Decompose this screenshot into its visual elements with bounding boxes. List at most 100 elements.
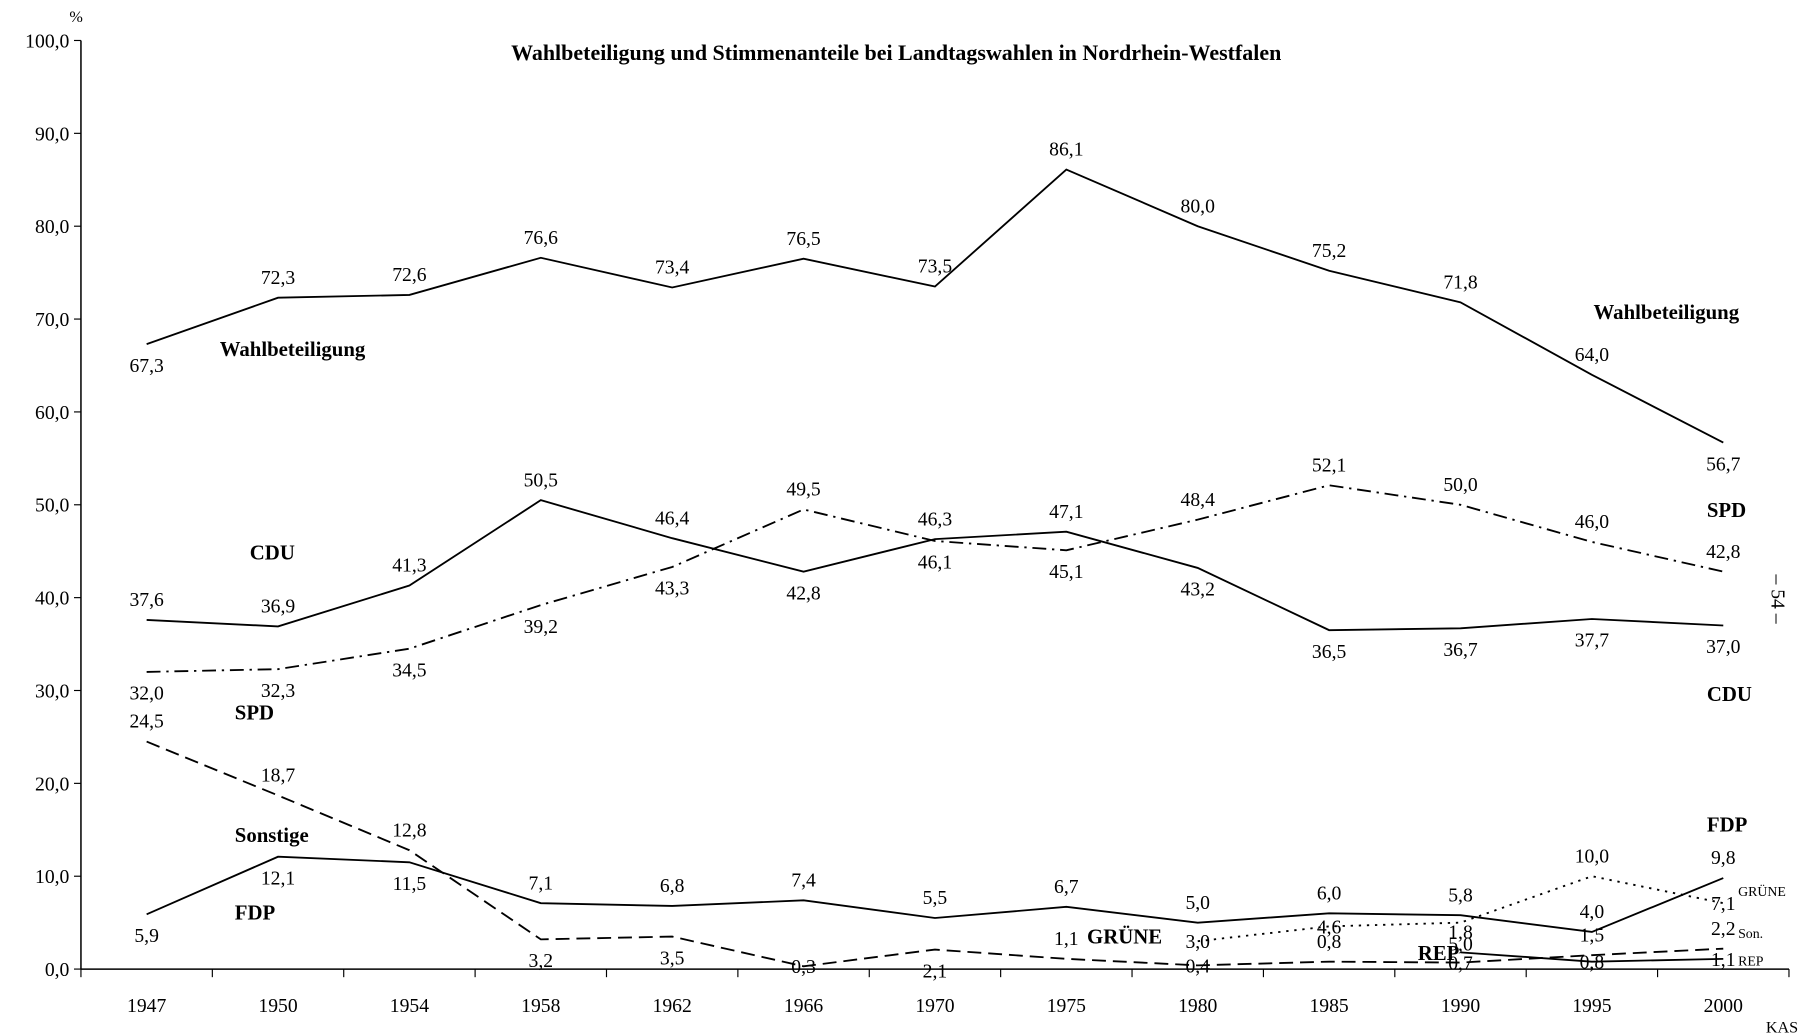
series-annotation: Son. bbox=[1738, 927, 1763, 942]
data-label: 41,3 bbox=[392, 555, 427, 577]
data-label: 43,2 bbox=[1181, 579, 1215, 601]
data-label: 71,8 bbox=[1443, 271, 1478, 293]
data-label: 2,1 bbox=[923, 960, 948, 982]
y-axis-label: % bbox=[69, 9, 82, 26]
y-tick-label: 90,0 bbox=[35, 123, 70, 145]
data-label: 5,5 bbox=[923, 887, 948, 909]
data-label: 67,3 bbox=[129, 355, 164, 377]
series-line bbox=[146, 499, 1724, 632]
x-tick-label: 1990 bbox=[1441, 995, 1480, 1017]
data-label: 0,4 bbox=[1185, 955, 1210, 977]
series-annotation: Sonstige bbox=[235, 823, 309, 847]
data-label: 3,5 bbox=[660, 947, 685, 969]
data-label: 10,0 bbox=[1575, 845, 1610, 867]
data-label: 49,5 bbox=[786, 479, 821, 501]
x-tick-label: 1954 bbox=[390, 995, 429, 1017]
series-annotation: SPD bbox=[1707, 498, 1746, 522]
data-label: 76,6 bbox=[524, 227, 559, 249]
data-label: 3,2 bbox=[529, 950, 554, 972]
y-tick-label: 80,0 bbox=[35, 216, 70, 238]
data-label: 0,7 bbox=[1448, 953, 1473, 975]
series-line bbox=[146, 168, 1724, 444]
data-label: 73,4 bbox=[655, 257, 690, 279]
page-number: – 54 – bbox=[1767, 573, 1789, 623]
series-annotation: CDU bbox=[1707, 682, 1752, 706]
data-label: 0,3 bbox=[791, 956, 816, 978]
data-label: 46,4 bbox=[655, 507, 690, 529]
x-tick-label: 1958 bbox=[521, 995, 560, 1017]
data-label: 18,7 bbox=[261, 765, 296, 787]
data-label: 24,5 bbox=[129, 711, 164, 733]
y-tick-label: 20,0 bbox=[35, 773, 70, 795]
data-label: 1,1 bbox=[1711, 949, 1736, 971]
y-tick-label: 10,0 bbox=[35, 866, 70, 888]
data-label: 46,3 bbox=[918, 508, 953, 530]
data-label: 73,5 bbox=[918, 256, 953, 278]
data-label: 1,8 bbox=[1448, 921, 1473, 943]
data-label: 4,0 bbox=[1580, 901, 1605, 923]
data-label: 37,0 bbox=[1706, 636, 1741, 658]
data-label: 86,1 bbox=[1049, 139, 1083, 161]
data-label: 48,4 bbox=[1181, 489, 1216, 511]
y-tick-label: 70,0 bbox=[35, 309, 70, 331]
series-line bbox=[1460, 951, 1724, 963]
data-label: 46,0 bbox=[1575, 511, 1610, 533]
data-label: 2,2 bbox=[1711, 918, 1736, 940]
x-tick-label: 1970 bbox=[915, 995, 954, 1017]
series-annotation: FDP bbox=[235, 900, 276, 924]
x-tick-label: 1962 bbox=[653, 995, 692, 1017]
data-label: 64,0 bbox=[1575, 344, 1610, 366]
data-label: 32,3 bbox=[261, 680, 296, 702]
data-label: 76,5 bbox=[786, 228, 821, 250]
x-tick-label: 1947 bbox=[127, 995, 166, 1017]
data-label: 42,8 bbox=[1706, 541, 1741, 563]
series-annotation: REP bbox=[1418, 941, 1460, 965]
y-tick-label: 60,0 bbox=[35, 402, 70, 424]
data-label: 7,4 bbox=[791, 869, 816, 891]
chart-title: Wahlbeteiligung und Stimmenanteile bei L… bbox=[511, 40, 1281, 65]
data-label: 6,7 bbox=[1054, 876, 1079, 898]
x-tick-label: 2000 bbox=[1704, 995, 1743, 1017]
data-label: 11,5 bbox=[393, 873, 427, 895]
data-label: 39,2 bbox=[524, 616, 558, 638]
data-label: 6,0 bbox=[1317, 882, 1342, 904]
series-line bbox=[146, 484, 1724, 673]
data-label: 75,2 bbox=[1312, 240, 1346, 262]
source: KAS bbox=[1766, 1020, 1798, 1035]
data-label: 32,0 bbox=[129, 683, 164, 705]
series-annotation: FDP bbox=[1707, 812, 1748, 836]
data-label: 0,8 bbox=[1317, 931, 1342, 953]
data-label: 9,8 bbox=[1711, 847, 1736, 869]
data-label: 45,1 bbox=[1049, 561, 1083, 583]
data-label: 43,3 bbox=[655, 578, 690, 600]
data-label: 1,1 bbox=[1054, 928, 1079, 950]
data-label: 6,8 bbox=[660, 875, 685, 897]
series-line bbox=[146, 740, 1724, 968]
data-label: 7,1 bbox=[1711, 893, 1736, 915]
data-label: 72,6 bbox=[392, 264, 427, 286]
data-label: 47,1 bbox=[1049, 501, 1083, 523]
series-annotation: Wahlbeteiligung bbox=[220, 337, 366, 361]
data-label: 3,0 bbox=[1185, 931, 1210, 953]
x-tick-label: 1985 bbox=[1309, 995, 1348, 1017]
data-label: 5,0 bbox=[1448, 933, 1473, 955]
y-tick-label: 50,0 bbox=[35, 495, 70, 517]
data-label: 80,0 bbox=[1181, 195, 1216, 217]
data-label: 34,5 bbox=[392, 659, 427, 681]
data-label: 56,7 bbox=[1706, 453, 1741, 475]
data-label: 37,7 bbox=[1575, 630, 1610, 652]
data-label: 12,1 bbox=[261, 867, 295, 889]
data-label: 5,8 bbox=[1448, 884, 1473, 906]
data-label: 5,0 bbox=[1185, 892, 1210, 914]
data-label: 0,8 bbox=[1580, 952, 1605, 974]
data-label: 12,8 bbox=[392, 819, 427, 841]
data-label: 72,3 bbox=[261, 267, 296, 289]
series-annotation: REP bbox=[1738, 955, 1764, 970]
x-tick-label: 1966 bbox=[784, 995, 823, 1017]
data-label: 37,6 bbox=[129, 589, 164, 611]
data-label: 50,5 bbox=[524, 469, 559, 491]
data-label: 1,5 bbox=[1580, 924, 1605, 946]
data-label: 36,7 bbox=[1443, 639, 1478, 661]
x-tick-label: 1975 bbox=[1047, 995, 1086, 1017]
data-label: 50,0 bbox=[1443, 474, 1478, 496]
